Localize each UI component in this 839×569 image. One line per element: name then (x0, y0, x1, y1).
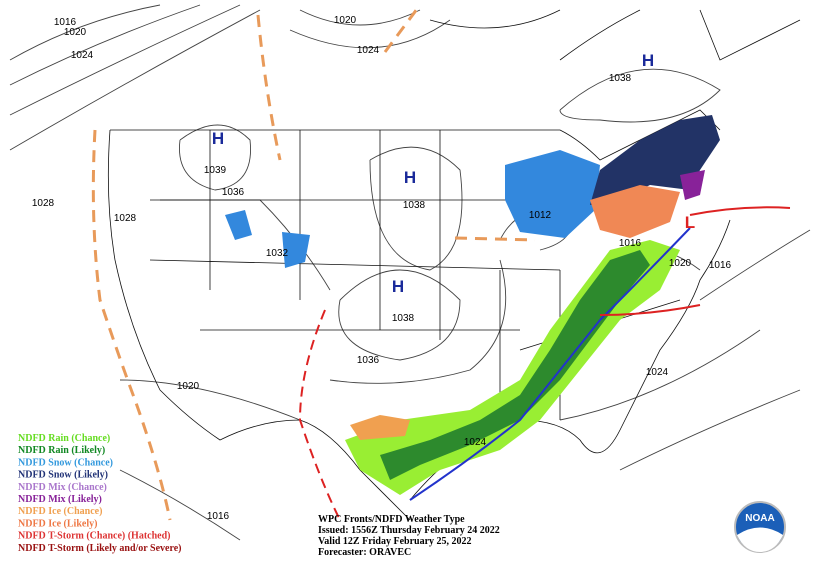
isobar-label: 1036 (222, 187, 245, 198)
isobar-label: 1020 (177, 381, 200, 392)
isobar-label: 1038 (403, 200, 426, 211)
legend-entry: NDFD Ice (Likely) (18, 518, 97, 529)
isobar-label: 1024 (646, 367, 669, 378)
info-forecaster: Forecaster: ORAVEC (318, 547, 411, 558)
info-title: WPC Fronts/NDFD Weather Type (318, 514, 465, 525)
isobar-label: 1028 (32, 198, 55, 209)
isobar-label: 1016 (54, 17, 77, 28)
info-valid: Valid 12Z Friday February 25, 2022 (318, 536, 472, 547)
pressure-centers: H H H H L (212, 51, 695, 296)
legend-entry: NDFD Snow (Chance) (18, 457, 113, 468)
weather-areas (225, 115, 720, 495)
isobar-label: 1039 (204, 165, 227, 176)
isobar-label: 1016 (619, 238, 642, 249)
isobar-label: 1016 (709, 260, 732, 271)
isobar-label: 1032 (266, 248, 289, 259)
legend-entry: NDFD T-Storm (Chance) (Hatched) (18, 531, 171, 542)
isobar-label: 1038 (609, 73, 632, 84)
fronts (91, 4, 791, 521)
legend-entry: NDFD Mix (Chance) (18, 482, 107, 493)
isobar-label: 1038 (392, 313, 415, 324)
isobar-label: 1024 (357, 45, 380, 56)
legend-entry: NDFD T-Storm (Likely and/or Severe) (18, 543, 182, 554)
legend-entry: NDFD Ice (Chance) (18, 506, 102, 517)
isobar-labels: 1016 1020 1024 1020 1024 1038 1039 1036 … (32, 15, 732, 522)
isobar-label: 1024 (464, 437, 487, 448)
logo-text: NOAA (745, 513, 774, 524)
isobar-label: 1020 (64, 27, 87, 38)
high-center: H (642, 51, 654, 70)
info-issued: Issued: 1556Z Thursday February 24 2022 (318, 525, 500, 536)
high-center: H (212, 129, 224, 148)
isobar-label: 1016 (207, 511, 230, 522)
info-block: WPC Fronts/NDFD Weather Type Issued: 155… (318, 514, 500, 558)
isobar-label: 1012 (529, 210, 552, 221)
legend-entry: NDFD Snow (Likely) (18, 470, 108, 481)
legend: NDFD Rain (Chance)NDFD Rain (Likely)NDFD… (18, 433, 182, 554)
isobar-label: 1024 (71, 50, 94, 61)
isobar-label: 1020 (669, 258, 692, 269)
isobar-label: 1028 (114, 213, 137, 224)
high-center: H (404, 168, 416, 187)
isobar-label: 1020 (334, 15, 357, 26)
legend-entry: NDFD Mix (Likely) (18, 494, 102, 505)
high-center: H (392, 277, 404, 296)
low-center: L (685, 213, 695, 232)
legend-entry: NDFD Rain (Likely) (18, 445, 105, 456)
isobar-label: 1036 (357, 355, 380, 366)
noaa-logo: NOAA (734, 501, 786, 553)
legend-entry: NDFD Rain (Chance) (18, 433, 110, 444)
